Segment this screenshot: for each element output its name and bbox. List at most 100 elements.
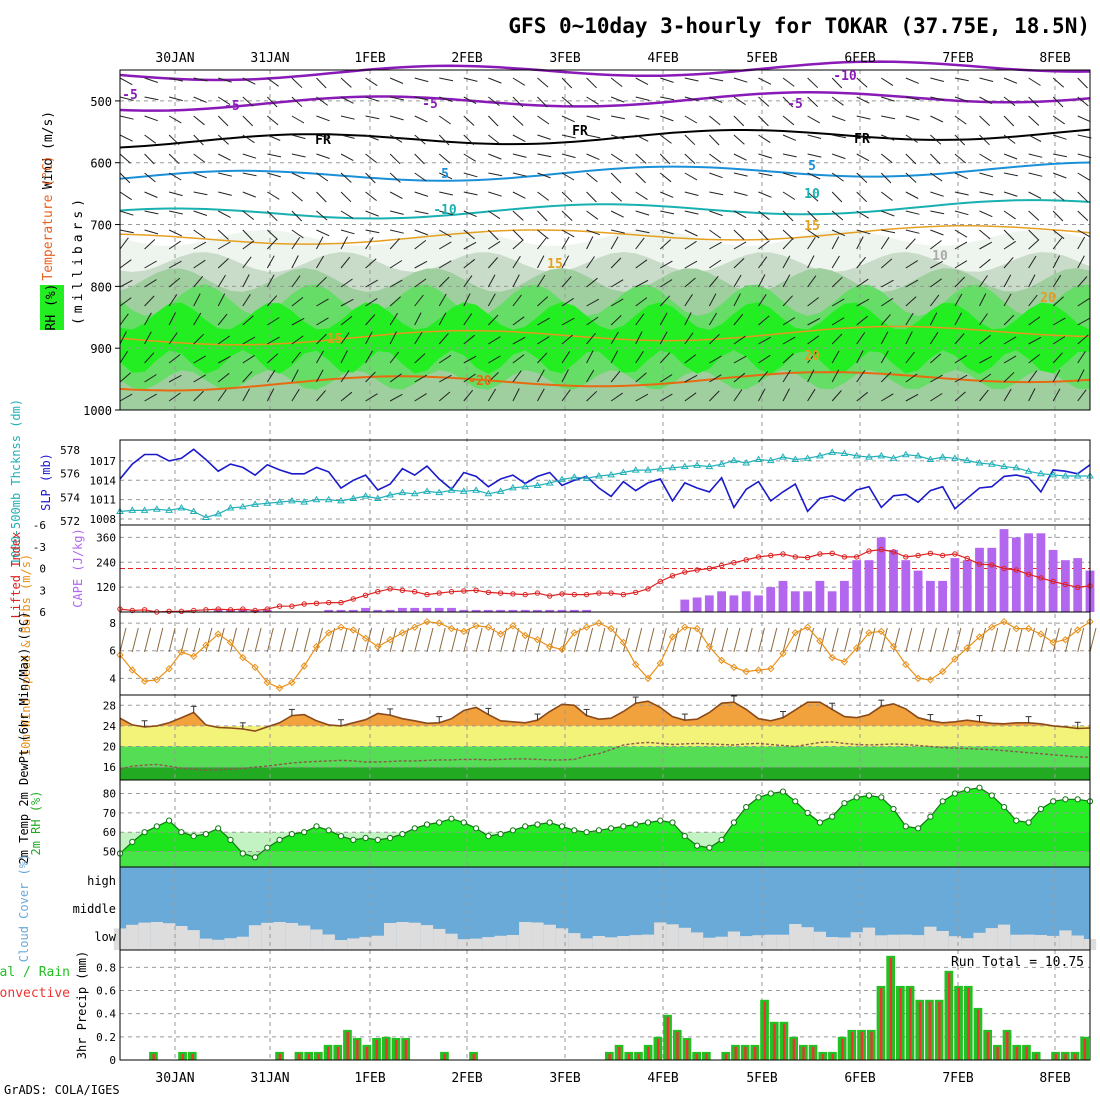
temp-band-low	[120, 767, 1090, 780]
wind-barb	[340, 115, 355, 120]
precip-convective-bar	[627, 1053, 631, 1060]
surface-wind-barb	[794, 627, 802, 653]
wind-barb	[144, 153, 155, 165]
li-point	[841, 554, 848, 560]
rh-point	[202, 831, 209, 838]
cloud-low-bar	[838, 937, 851, 950]
wind-barb	[1028, 153, 1043, 158]
wind-barb	[512, 294, 522, 307]
wind-barb	[1003, 240, 1016, 250]
precip-convective-bar	[957, 987, 960, 1060]
wind-barb	[242, 191, 256, 198]
wind-barb	[807, 77, 819, 89]
wind-barb	[881, 96, 895, 102]
wind-barb	[144, 77, 158, 83]
slp-series-line	[119, 448, 1091, 513]
wind-barb	[487, 229, 499, 241]
thickness-point	[165, 506, 173, 513]
rh-point	[1074, 796, 1081, 803]
precip-convective-bar	[889, 957, 893, 1060]
wind-barb	[782, 229, 794, 240]
wind-barb	[512, 229, 524, 241]
thickness-point	[459, 487, 468, 494]
date-label-top: 7FEB	[942, 51, 973, 66]
upper-mb-label: (millibars)	[71, 195, 86, 325]
precip-convective-bar	[831, 1053, 834, 1060]
rh-point	[350, 836, 357, 844]
thickness-point	[202, 513, 210, 520]
upper-wind-label: Wind (m/s)	[41, 111, 56, 189]
wind-barb	[905, 172, 917, 183]
wind-barb	[831, 115, 846, 122]
wind-barb	[537, 77, 549, 88]
cape-bar	[803, 591, 812, 612]
wind-barb	[217, 355, 231, 364]
cloud-low-bar	[347, 938, 360, 950]
thickness-point	[410, 489, 419, 497]
wind-barb	[144, 352, 155, 364]
wind-barb	[635, 297, 648, 307]
wind-barb	[561, 77, 573, 89]
wind-barb	[758, 77, 772, 85]
wind-barb	[217, 134, 229, 145]
li-point	[129, 607, 136, 614]
wind-barb	[438, 260, 452, 269]
li-point	[412, 589, 418, 595]
surface-wind-barb	[328, 627, 336, 653]
wind-barb	[537, 255, 545, 269]
wind-barb	[242, 153, 257, 159]
wind-speed-point	[153, 676, 161, 684]
wind-barb	[561, 255, 570, 269]
precip-convective-bar	[618, 1046, 621, 1060]
temp-band-mid	[120, 746, 1090, 768]
li-point	[436, 590, 442, 596]
surface-wind-barb	[807, 627, 815, 653]
wind-barb	[1003, 314, 1015, 326]
rh-point	[1025, 819, 1032, 826]
cloud-low-bar	[973, 932, 986, 950]
wind-barb	[930, 229, 944, 236]
surface-wind-barb	[757, 627, 765, 653]
li-point	[289, 603, 295, 609]
rh-point	[964, 786, 971, 793]
wind-barb	[807, 275, 817, 288]
surface-wind-barb	[352, 627, 360, 653]
wind-barb	[463, 313, 473, 326]
wind-speed-point	[963, 644, 971, 652]
wind-barb	[709, 96, 723, 104]
wind-barb	[1028, 77, 1041, 86]
rh-point	[153, 823, 160, 830]
wind-speed-point	[447, 624, 456, 633]
li-point	[645, 586, 651, 592]
wind-barb	[807, 134, 822, 139]
rh-point	[374, 836, 381, 844]
wind-speed-point	[742, 667, 750, 676]
wind-barb	[316, 317, 329, 326]
wind-barb	[316, 229, 330, 237]
wind-barb	[487, 388, 497, 402]
cloud-low-bar	[445, 933, 458, 950]
precip-ylabel: 3hr Precip (mm)	[75, 951, 89, 1059]
wind-barb	[880, 350, 889, 364]
thickness-point	[877, 451, 886, 459]
wind-barb	[880, 153, 893, 164]
wind-barb	[488, 96, 500, 106]
wind-barb	[1003, 293, 1012, 307]
cloud-low-bar	[592, 936, 605, 950]
precip-tick-label: 0.6	[96, 985, 116, 998]
precip-convective-bar	[346, 1031, 349, 1060]
surface-wind-barb	[929, 627, 937, 653]
rh-point	[767, 790, 774, 797]
cape-bar	[938, 580, 947, 612]
wind-speed-point	[938, 667, 947, 676]
thickness-point	[705, 462, 714, 470]
thickness-point	[680, 462, 689, 470]
wind-speed-point	[545, 642, 554, 651]
surface-wind-barb	[205, 627, 213, 653]
wind-barb	[1052, 191, 1065, 201]
wind-barb	[488, 153, 502, 160]
upper-panel-frame	[119, 69, 1091, 411]
li-point	[1062, 581, 1069, 588]
surface-wind-barb	[647, 627, 655, 653]
surface-wind-barb	[622, 627, 630, 653]
